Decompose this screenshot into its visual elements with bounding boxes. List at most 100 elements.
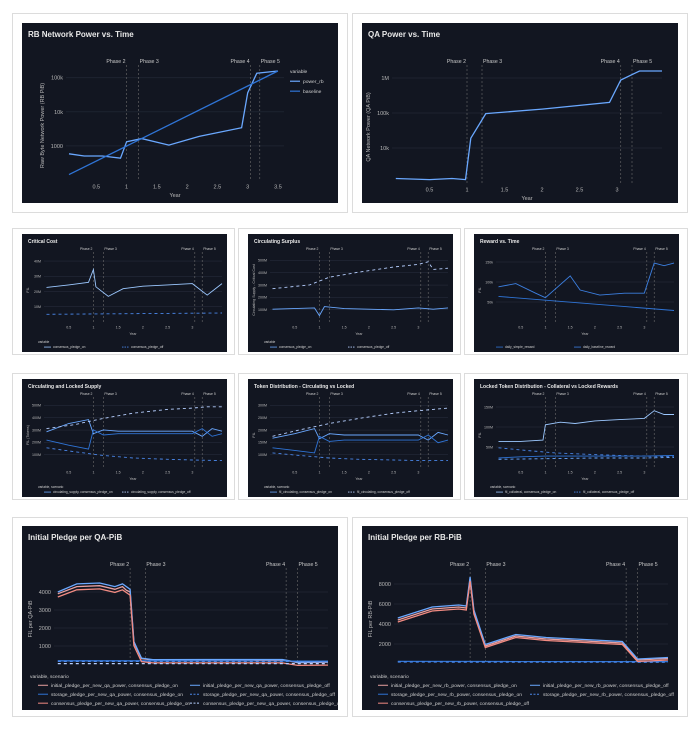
x-tick-label: 2.5 xyxy=(214,185,222,191)
chart-title: Locked Token Distribution - Collateral v… xyxy=(480,384,618,390)
chart-panel: Circulating Surplus 500M 400M 300M 200M 100M… xyxy=(248,234,453,352)
phase-label: Phase 2 xyxy=(80,247,93,251)
phase-label: Phase 5 xyxy=(299,562,318,568)
phase-label: Phase 4 xyxy=(181,247,194,251)
x-tick-label: 1 xyxy=(544,471,546,475)
chart-panel: Initial Pledge per RB-PiB 8000 6000 4000 20… xyxy=(362,526,678,710)
legend-label: consensus_pledge_per_new_rb_power, conse… xyxy=(391,701,530,707)
series-line xyxy=(272,261,449,290)
y-tick-label: 50M xyxy=(486,445,493,449)
phase-label: Phase 4 xyxy=(606,562,625,568)
legend-label: baseline xyxy=(303,89,322,95)
card-qa-power: QA Power vs. Time 1M 100k 10k 0.5 1 1.5 2 2.5 3 Y… xyxy=(352,13,688,213)
x-tick-label: 2.5 xyxy=(617,471,622,475)
chart-pledge-qa: 4000 3000 2000 1000 FIL per QA-PiB Phase 2 Pha… xyxy=(28,562,338,707)
phase-label: Phase 4 xyxy=(633,392,646,396)
legend-label: fil_locked_reward, consensus_pledge_on xyxy=(505,496,565,497)
chart-qa-power: 1M 100k 10k 0.5 1 1.5 2 2.5 3 Year QA Network Powe… xyxy=(366,59,662,202)
chart-locked-token-distribution: 150M 100M 50M 0.5 1 1.5 2 2.5 3 Year FIL Phase 2 Pha… xyxy=(478,392,675,497)
phase-label: Phase 5 xyxy=(203,247,216,251)
legend-title: variable, scenario xyxy=(38,485,64,489)
y-axis-label: FIL xyxy=(478,432,482,437)
card-pledge-rb: Initial Pledge per RB-PiB 8000 6000 4000 20… xyxy=(352,517,688,717)
y-tick-label: 150M xyxy=(258,441,267,445)
phase-label: Phase 2 xyxy=(110,562,129,568)
y-tick-label: 8000 xyxy=(379,582,391,588)
chart-token-distribution: 300M 250M 200M 150M 100M 0.5 1 1.5 2 2.5 3 Year FIL P… xyxy=(252,392,449,497)
chart-circulating-surplus: 500M 400M 300M 200M 100M 0.5 1 1.5 2 2.5 3 Year Circ… xyxy=(252,247,449,349)
chart-pledge-rb: 8000 6000 4000 2000 FIL per RB-PiB Phase 2 Pha… xyxy=(368,562,674,707)
x-axis-label: Year xyxy=(129,477,137,481)
phase-label: Phase 2 xyxy=(532,392,545,396)
series-line xyxy=(46,447,223,462)
phase-label: Phase 5 xyxy=(633,59,652,65)
legend-label: consensus_pledge_on xyxy=(279,345,312,349)
phase-label: Phase 2 xyxy=(532,247,545,251)
x-tick-label: 2 xyxy=(368,326,370,330)
x-tick-label: 3 xyxy=(417,326,419,330)
y-tick-label: 1M xyxy=(381,76,389,82)
chart-critical-cost: 40M 30M 20M 10M 0.5 1 1.5 2 2.5 3 Year FIL Phase 2 Ph… xyxy=(26,247,223,349)
x-tick-label: 1.5 xyxy=(342,471,347,475)
x-tick-label: 3 xyxy=(246,185,249,191)
chart-rb-power: 100k 10k 1000 0.5 1 1.5 2 2.5 3 3.5 Year Raw Byte N… xyxy=(40,59,324,199)
x-tick-label: 1.5 xyxy=(116,326,121,330)
y-tick-label: 250M xyxy=(258,416,267,420)
legend-title: variable xyxy=(264,340,276,344)
x-tick-label: 2 xyxy=(540,188,543,194)
legend-label: locked_supply, consensus_pledge_on xyxy=(53,496,108,497)
y-axis-label: Circulating Supply - Critical Cost xyxy=(252,264,256,316)
y-tick-label: 200M xyxy=(258,296,267,300)
x-tick-label: 2.5 xyxy=(165,326,170,330)
x-tick-label: 1.5 xyxy=(501,188,509,194)
legend-label: consensus_pledge_off xyxy=(131,345,163,349)
x-axis-label: Year xyxy=(129,332,137,336)
y-tick-label: 100k xyxy=(51,76,63,82)
y-tick-label: 100M xyxy=(32,453,41,457)
y-axis-label: Raw Byte Network Power (RB PiB) xyxy=(40,83,46,168)
phase-label: Phase 4 xyxy=(633,247,646,251)
phase-label: Phase 4 xyxy=(266,562,285,568)
x-tick-label: 1 xyxy=(544,326,546,330)
y-tick-label: 2000 xyxy=(39,626,51,632)
x-tick-label: 1 xyxy=(125,185,128,191)
legend-label: fil_locked, consensus_pledge_off xyxy=(357,496,405,497)
y-axis-label: FIL per QA-PiB xyxy=(28,600,34,637)
y-tick-label: 100k xyxy=(485,280,493,284)
series-line xyxy=(498,447,675,458)
chart-panel: Locked Token Distribution - Collateral v… xyxy=(474,379,679,497)
legend-label: circulating_supply, consensus_pledge_off xyxy=(131,490,191,494)
x-tick-label: 3 xyxy=(643,326,645,330)
card-token-distribution: Token Distribution - Circulating vs Lock… xyxy=(238,373,461,500)
legend-label: fil_locked_reward, consensus_pledge_off xyxy=(583,496,642,497)
phase-label: Phase 3 xyxy=(483,59,502,65)
series-line xyxy=(57,582,329,663)
x-tick-label: 3 xyxy=(643,471,645,475)
series-line xyxy=(46,406,222,430)
chart-panel: Reward vs. Time 150k 100k 50k 0.5 1 1.5 2 2.5 3 Y… xyxy=(474,234,679,352)
x-tick-label: 3 xyxy=(191,326,193,330)
series-line xyxy=(57,588,329,667)
x-tick-label: 0.5 xyxy=(66,326,71,330)
chart-title: Initial Pledge per RB-PiB xyxy=(368,533,462,542)
legend-label: power_rb xyxy=(303,79,324,85)
legend-label: consensus_pledge_per_new_qa_power, conse… xyxy=(203,701,338,707)
phase-label: Phase 3 xyxy=(556,392,569,396)
chart-panel: Critical Cost 40M 30M 20M 10M 0.5 1 1.5 2 2.5 3 Ye… xyxy=(22,234,227,352)
legend-label: fil_locked, consensus_pledge_on xyxy=(279,496,327,497)
phase-label: Phase 5 xyxy=(429,392,442,396)
legend-title: variable xyxy=(38,340,50,344)
x-axis-label: Year xyxy=(355,477,363,481)
x-tick-label: 1.5 xyxy=(153,185,161,191)
card-pledge-qa: Initial Pledge per QA-PiB 4000 3000 2000 10… xyxy=(12,517,348,717)
legend-label: storage_pledge_per_new_rb_power, consens… xyxy=(543,692,674,698)
y-tick-label: 4000 xyxy=(379,622,391,628)
x-tick-label: 1.5 xyxy=(568,326,573,330)
x-tick-label: 0.5 xyxy=(426,188,434,194)
phase-label: Phase 2 xyxy=(450,562,469,568)
y-tick-label: 10M xyxy=(34,305,41,309)
chart-title: Reward vs. Time xyxy=(480,239,520,245)
x-tick-label: 2.5 xyxy=(391,471,396,475)
phase-label: Phase 2 xyxy=(447,59,466,65)
series-line xyxy=(68,70,278,159)
